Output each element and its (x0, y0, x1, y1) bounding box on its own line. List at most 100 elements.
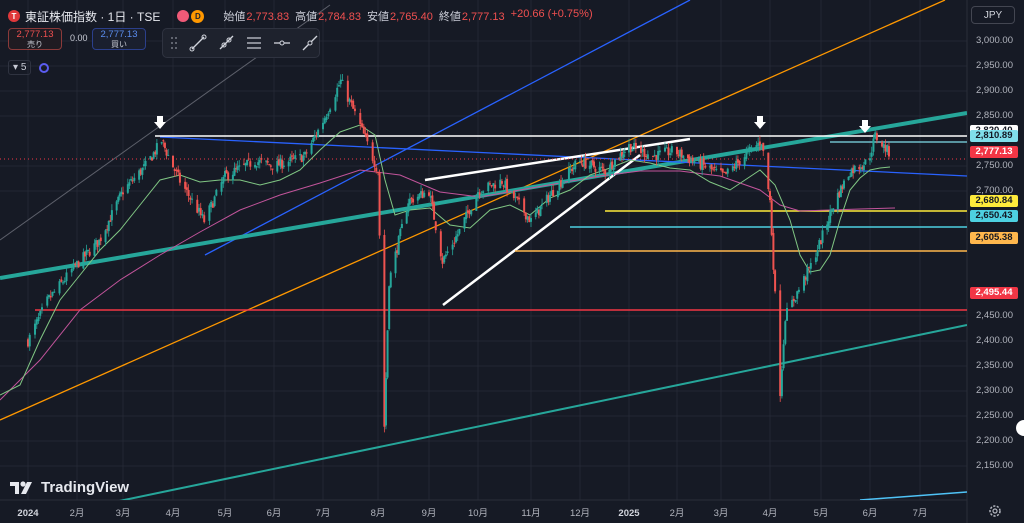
buy-price: 2,777.13 (100, 29, 138, 40)
candle (386, 330, 389, 380)
candle (242, 158, 245, 166)
candle (337, 80, 340, 88)
candle (396, 244, 399, 258)
candle (806, 263, 809, 285)
candle (875, 131, 878, 144)
candle (797, 286, 800, 294)
blue-resistance-line[interactable] (159, 136, 967, 177)
candle (191, 192, 194, 204)
candle (128, 179, 131, 189)
candle (41, 303, 43, 314)
candle (792, 296, 795, 307)
drag-handle-icon[interactable] (169, 33, 179, 53)
candle (441, 253, 444, 269)
candle (657, 145, 660, 166)
candle (580, 155, 583, 166)
indicator-row: ▾ 5 (8, 60, 50, 75)
candle (640, 141, 642, 158)
delay-badge-icon: D (191, 9, 205, 23)
candle (152, 151, 155, 160)
candle (201, 209, 204, 219)
candle (541, 198, 544, 210)
indicator-count-toggle[interactable]: ▾ 5 (8, 60, 32, 75)
candle (490, 184, 493, 188)
moving-average-fast (0, 124, 891, 396)
white-wedge-lower[interactable] (442, 154, 641, 306)
candle (581, 163, 584, 168)
chart-header: T 東証株価指数 · 1日 · TSE D 始値2,773.83 高値2,784… (8, 8, 593, 24)
candle (107, 220, 110, 237)
light-blue-trend-line[interactable] (859, 491, 967, 500)
candle (524, 212, 527, 223)
candle (339, 74, 342, 88)
candle (645, 153, 648, 161)
candle (236, 160, 239, 173)
teal-channel-lower[interactable] (100, 324, 967, 505)
blue-support-line[interactable] (204, 0, 691, 256)
candle (839, 184, 842, 198)
candle (325, 113, 328, 123)
candle (412, 194, 415, 205)
tradingview-watermark[interactable]: TradingView (10, 479, 129, 496)
candle (552, 184, 555, 198)
horizontal-line-icon[interactable] (273, 33, 291, 53)
candle (774, 269, 777, 294)
candle (511, 189, 514, 194)
fib-retracement-icon[interactable] (245, 33, 263, 53)
candle (300, 154, 303, 163)
candle (277, 154, 280, 166)
candle (210, 200, 213, 213)
candle (803, 274, 805, 294)
candle (859, 164, 862, 173)
tradingview-logo-text: TradingView (41, 479, 130, 496)
candle (755, 141, 758, 152)
candle (99, 234, 102, 246)
candle (882, 140, 885, 154)
candle (163, 141, 166, 152)
white-wedge-upper[interactable] (424, 137, 691, 182)
candle (569, 163, 572, 174)
candle (446, 246, 449, 256)
candle (173, 167, 176, 177)
peak-arrow-2-icon (754, 116, 766, 129)
candle (444, 250, 447, 259)
candle (317, 128, 320, 138)
sell-button[interactable]: 2,777.13 売り (8, 28, 62, 50)
time-axis-label: 10月 (467, 508, 489, 519)
candle (213, 195, 216, 208)
candle (712, 166, 715, 172)
candle (608, 164, 611, 179)
candle (767, 152, 770, 192)
orange-trend-line[interactable] (0, 0, 946, 421)
candle (870, 146, 873, 163)
scroll-handle[interactable] (1016, 420, 1024, 436)
candle (299, 149, 302, 161)
candle (629, 143, 632, 156)
candle (534, 207, 537, 220)
candle (658, 146, 661, 156)
candle (364, 127, 367, 138)
time-axis-label: 3月 (713, 508, 729, 519)
candle (48, 294, 50, 299)
buy-button[interactable]: 2,777.13 買い (92, 28, 146, 50)
ray-line-icon[interactable] (217, 33, 235, 53)
candle (492, 183, 495, 192)
gear-icon[interactable] (988, 504, 1002, 518)
candle (238, 160, 241, 172)
candle (720, 162, 722, 172)
candle (383, 229, 386, 433)
candle (862, 161, 865, 175)
market-status-pill[interactable]: D (177, 9, 205, 23)
candle (106, 224, 109, 234)
candle (612, 164, 615, 177)
candle (709, 164, 711, 172)
candle (475, 193, 478, 211)
candle (352, 98, 355, 109)
candle (397, 234, 400, 255)
trend-line-icon[interactable] (189, 33, 207, 53)
symbol-title[interactable]: 東証株価指数 · 1日 · TSE (25, 9, 161, 24)
currency-selector[interactable]: JPY (971, 6, 1015, 24)
extended-line-icon[interactable] (301, 33, 319, 53)
candle (178, 169, 181, 186)
